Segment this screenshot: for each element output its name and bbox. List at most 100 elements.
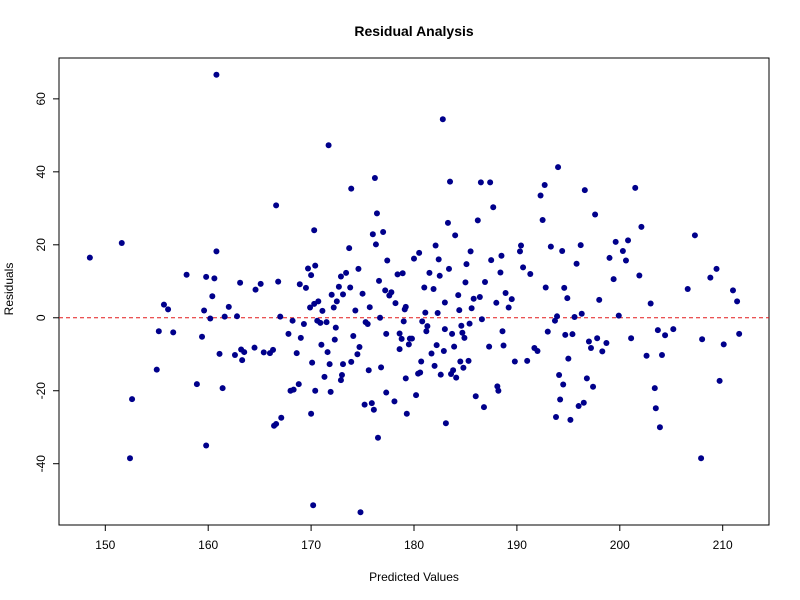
data-point: [486, 343, 493, 350]
data-point: [502, 289, 509, 296]
data-point: [437, 371, 444, 378]
data-point: [275, 278, 282, 285]
data-point: [541, 181, 548, 188]
data-point: [465, 357, 472, 364]
data-point: [170, 329, 177, 336]
data-point: [577, 242, 584, 249]
data-point: [332, 324, 339, 331]
data-point: [560, 381, 567, 388]
data-point: [476, 293, 483, 300]
data-point: [364, 320, 371, 327]
data-point: [421, 284, 428, 291]
data-point: [391, 398, 398, 405]
data-point: [426, 269, 433, 276]
data-point: [213, 248, 220, 255]
data-point: [713, 265, 720, 272]
data-point: [622, 257, 629, 264]
data-point: [575, 403, 582, 410]
data-point: [354, 351, 361, 358]
data-point: [581, 187, 588, 194]
data-point: [544, 328, 551, 335]
x-axis: 150 160 170 180 190 200 210: [95, 525, 733, 552]
data-point: [698, 455, 705, 462]
data-point: [219, 385, 226, 392]
data-point: [554, 313, 561, 320]
data-point: [346, 245, 353, 252]
data-point: [315, 298, 322, 305]
data-point: [308, 410, 315, 417]
x-tick-label: 170: [301, 538, 321, 552]
data-point: [556, 372, 563, 379]
data-point: [592, 211, 599, 218]
data-point: [564, 295, 571, 302]
y-tick-label: 20: [34, 238, 48, 252]
data-point: [350, 333, 357, 340]
data-point: [199, 333, 206, 340]
data-point: [270, 346, 277, 353]
data-point: [394, 271, 401, 278]
data-point: [596, 296, 603, 303]
data-point: [445, 265, 452, 272]
data-point: [419, 318, 426, 325]
data-point: [312, 387, 319, 394]
data-point: [569, 331, 576, 338]
data-point: [317, 319, 324, 326]
data-point: [411, 255, 417, 262]
data-point: [155, 328, 162, 335]
data-point: [468, 305, 475, 312]
data-point: [716, 377, 723, 384]
data-point: [211, 275, 218, 282]
data-point: [477, 179, 484, 186]
data-point: [439, 116, 446, 123]
data-point: [638, 223, 645, 230]
data-point: [524, 357, 531, 364]
data-point: [365, 367, 372, 374]
data-point: [160, 301, 167, 308]
data-point: [383, 330, 390, 337]
data-point: [578, 310, 585, 317]
data-point: [442, 420, 449, 427]
data-point: [396, 330, 403, 337]
data-point: [652, 405, 659, 412]
data-point: [580, 399, 587, 406]
data-point: [377, 314, 384, 321]
data-point: [296, 281, 303, 288]
data-point: [699, 336, 706, 343]
data-point: [505, 304, 512, 311]
x-tick-label: 190: [507, 538, 527, 552]
data-point: [348, 358, 355, 365]
data-point: [457, 358, 464, 365]
data-point: [392, 300, 399, 307]
data-point: [330, 304, 337, 311]
data-point: [583, 375, 590, 382]
data-point: [594, 335, 601, 342]
data-point: [450, 367, 457, 374]
data-point: [318, 341, 325, 348]
data-point: [647, 300, 654, 307]
data-point: [388, 289, 395, 296]
data-point: [308, 272, 315, 279]
data-point: [309, 359, 316, 366]
data-point: [736, 330, 743, 337]
data-point: [422, 309, 429, 316]
data-point: [516, 248, 523, 255]
data-point: [295, 381, 302, 388]
data-point: [201, 307, 208, 314]
data-point: [585, 338, 592, 345]
data-point: [305, 265, 312, 272]
data-point: [487, 179, 494, 186]
data-point: [615, 312, 622, 319]
data-point: [289, 317, 296, 324]
data-point: [207, 315, 214, 322]
data-point: [573, 260, 580, 267]
x-tick-label: 210: [713, 538, 733, 552]
data-point: [127, 455, 133, 462]
data-point: [463, 261, 470, 268]
data-point: [398, 335, 405, 342]
data-point: [643, 352, 650, 359]
data-point: [632, 184, 639, 191]
data-point: [449, 330, 456, 337]
data-point: [658, 351, 665, 358]
data-point: [447, 178, 454, 185]
